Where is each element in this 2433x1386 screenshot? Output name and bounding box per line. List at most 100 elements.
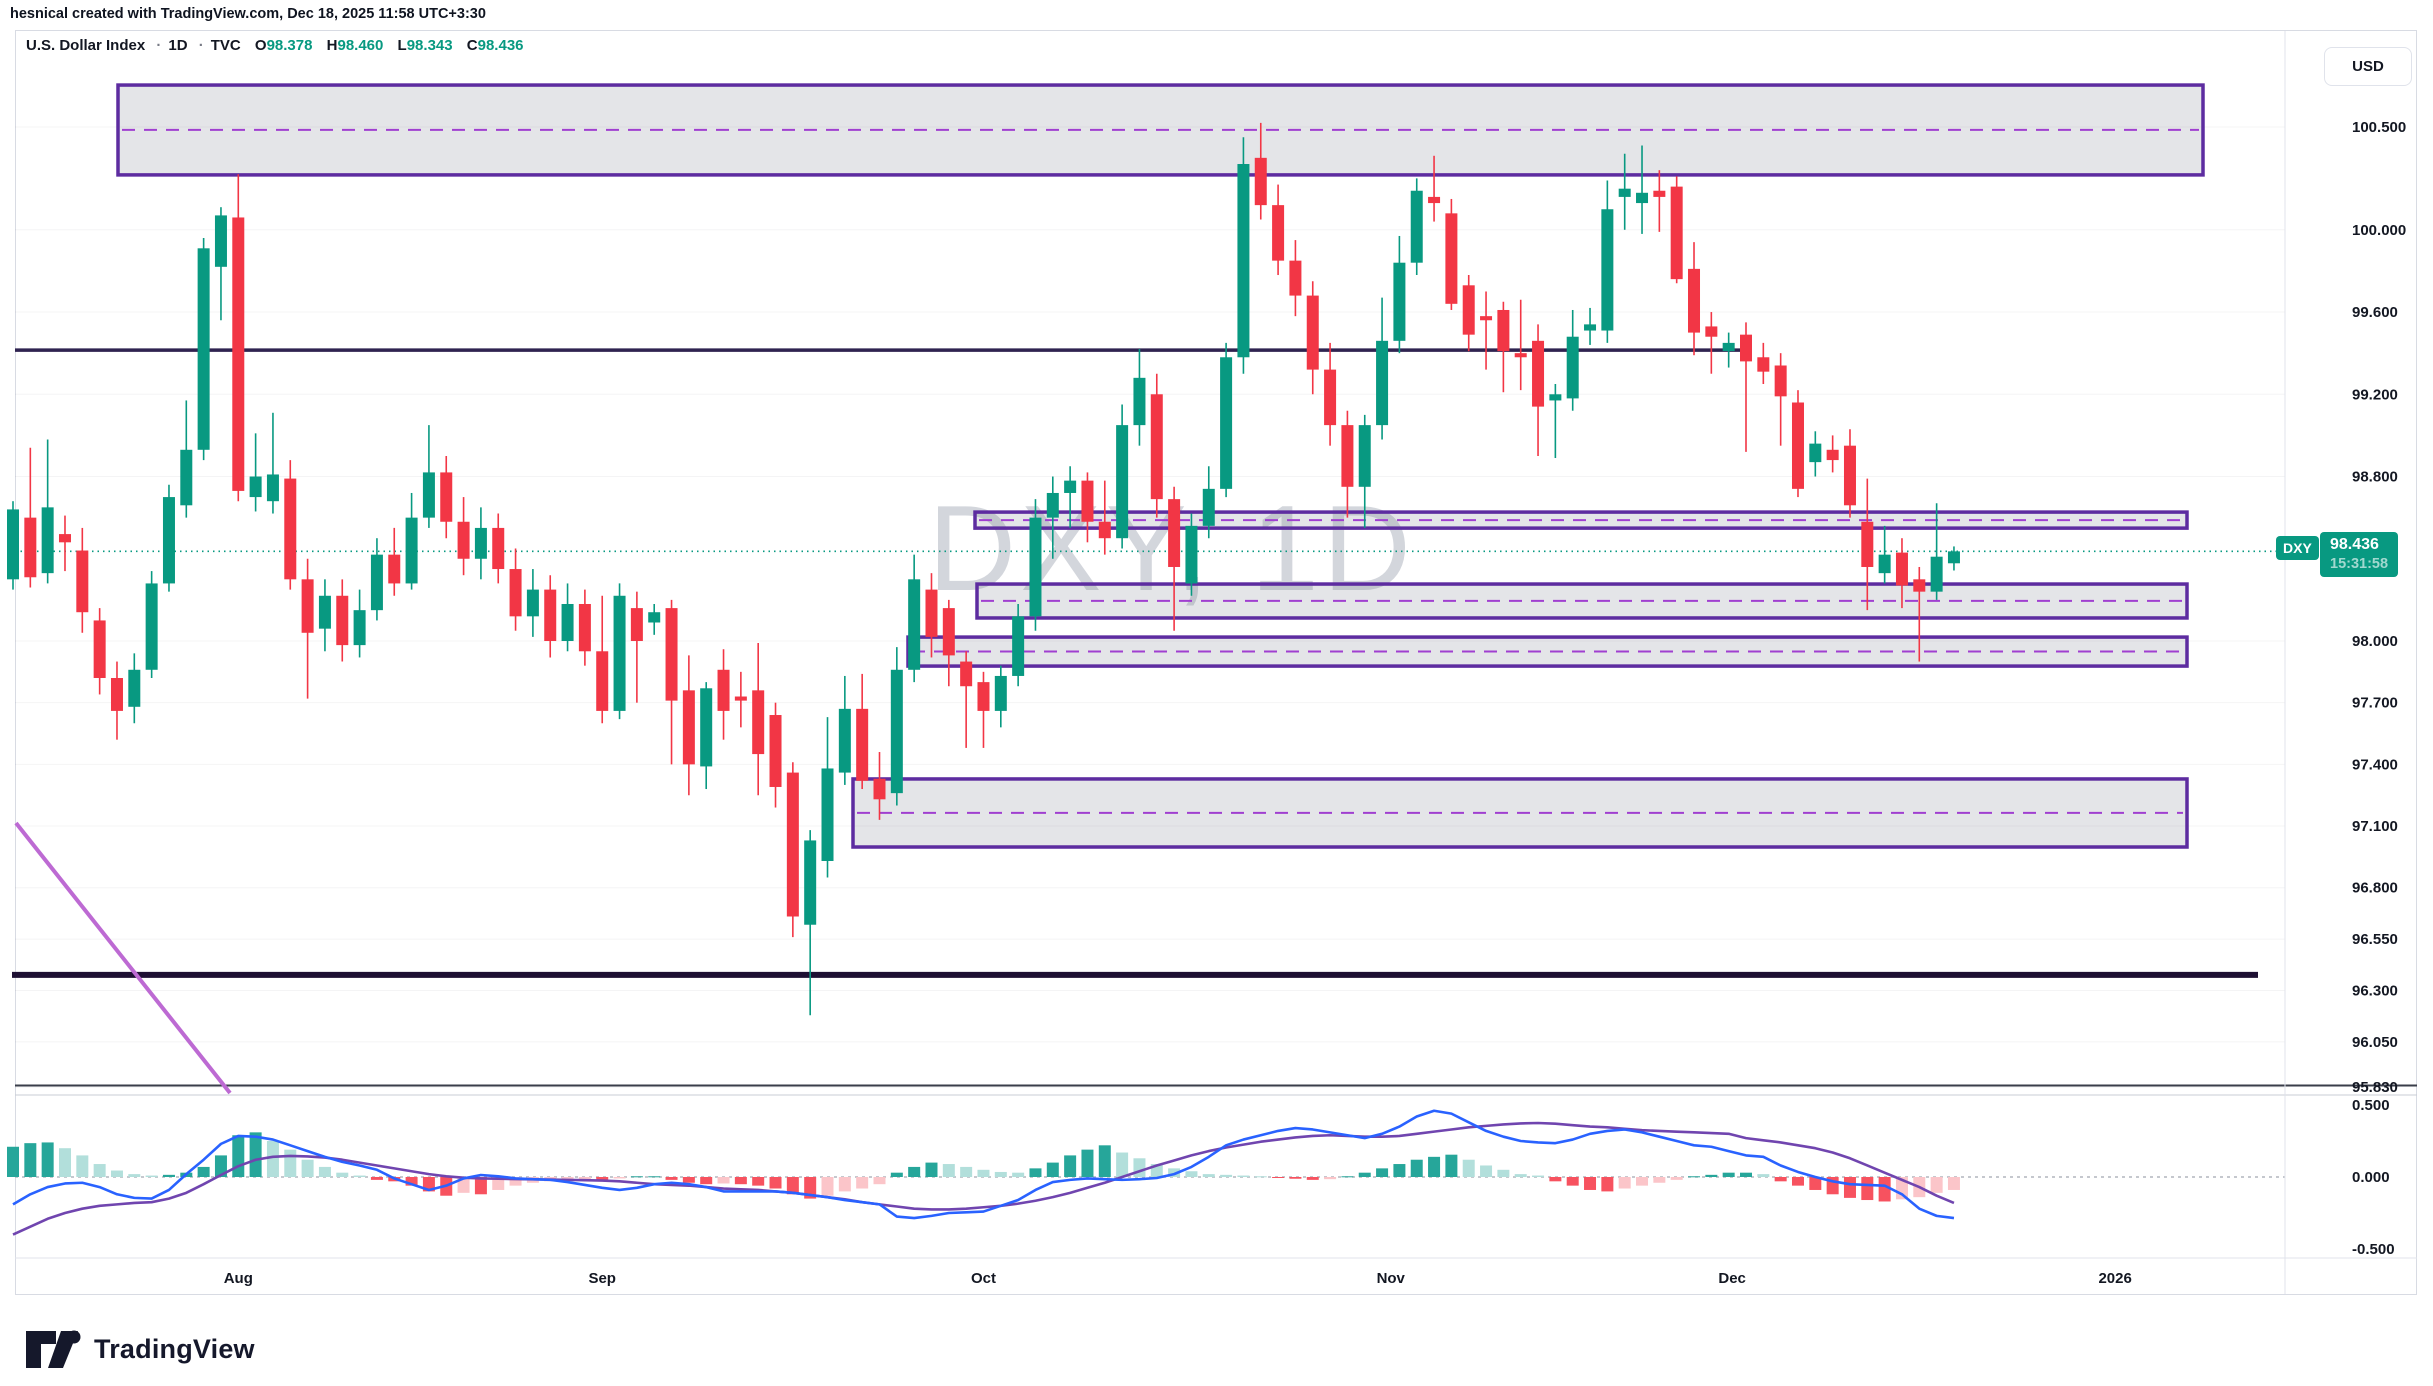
- candle-body[interactable]: [7, 509, 19, 580]
- macd-histogram-bar[interactable]: [1740, 1172, 1752, 1177]
- candle-body[interactable]: [1341, 425, 1354, 487]
- candle-body[interactable]: [1497, 309, 1510, 352]
- candle-body[interactable]: [1688, 268, 1701, 333]
- last-price-badge[interactable]: 98.436 15:31:58: [2320, 532, 2399, 577]
- candle-body[interactable]: [1272, 205, 1285, 261]
- macd-histogram-bar[interactable]: [804, 1177, 817, 1199]
- price-axis-label[interactable]: 97.700: [2352, 695, 2398, 712]
- candle-body[interactable]: [474, 527, 487, 559]
- candle-body[interactable]: [821, 768, 834, 861]
- macd-histogram-bar[interactable]: [994, 1171, 1007, 1177]
- candle-body[interactable]: [336, 595, 349, 646]
- candle-body[interactable]: [249, 476, 262, 498]
- macd-histogram-bar[interactable]: [301, 1159, 314, 1177]
- macd-histogram-bar[interactable]: [648, 1176, 661, 1178]
- macd-histogram-bar[interactable]: [266, 1141, 279, 1177]
- candle-body[interactable]: [1098, 521, 1111, 539]
- candle-body[interactable]: [1410, 190, 1423, 263]
- candle-body[interactable]: [58, 534, 71, 543]
- candle-body[interactable]: [665, 608, 678, 701]
- candle-body[interactable]: [232, 217, 245, 491]
- candle-body[interactable]: [1843, 445, 1856, 506]
- last-price-symbol-badge[interactable]: DXY: [2276, 536, 2319, 560]
- candle-body[interactable]: [1774, 365, 1787, 397]
- candle-body[interactable]: [1220, 357, 1233, 489]
- candle-body[interactable]: [1791, 402, 1804, 489]
- macd-histogram-bar[interactable]: [1081, 1149, 1094, 1177]
- candle-body[interactable]: [1826, 449, 1839, 461]
- macd-histogram-bar[interactable]: [1220, 1174, 1233, 1177]
- indicator-axis-label[interactable]: 0.000: [2352, 1169, 2390, 1186]
- candle-body[interactable]: [1202, 488, 1215, 526]
- macd-histogram-bar[interactable]: [492, 1177, 505, 1190]
- candle-body[interactable]: [93, 620, 106, 679]
- macd-histogram-bar[interactable]: [370, 1177, 383, 1180]
- macd-histogram-bar[interactable]: [1878, 1177, 1891, 1202]
- macd-histogram-bar[interactable]: [1566, 1177, 1579, 1186]
- symbol-name[interactable]: U.S. Dollar Index: [26, 37, 146, 54]
- macd-histogram-bar[interactable]: [1688, 1176, 1701, 1178]
- candle-body[interactable]: [1046, 492, 1059, 518]
- candle-body[interactable]: [1289, 260, 1302, 296]
- candle-body[interactable]: [682, 690, 695, 765]
- price-axis-label[interactable]: 96.550: [2352, 931, 2398, 948]
- candle-body[interactable]: [405, 517, 418, 584]
- candle-body[interactable]: [318, 595, 331, 629]
- candle-body[interactable]: [908, 579, 921, 670]
- macd-histogram-bar[interactable]: [1046, 1162, 1059, 1177]
- macd-histogram-bar[interactable]: [474, 1177, 487, 1195]
- candle-body[interactable]: [1514, 353, 1527, 358]
- candle-body[interactable]: [1636, 192, 1649, 204]
- macd-histogram-bar[interactable]: [145, 1175, 158, 1177]
- macd-histogram-bar[interactable]: [509, 1177, 522, 1186]
- indicator-axis-label[interactable]: 0.500: [2352, 1097, 2390, 1114]
- candle-body[interactable]: [561, 603, 574, 641]
- candle-body[interactable]: [786, 772, 799, 917]
- candle-body[interactable]: [769, 715, 782, 787]
- price-axis-label[interactable]: 97.100: [2352, 818, 2398, 835]
- candle-body[interactable]: [353, 610, 366, 646]
- macd-histogram-bar[interactable]: [960, 1166, 973, 1177]
- exchange-label[interactable]: TVC: [210, 37, 241, 54]
- candle-body[interactable]: [856, 708, 869, 781]
- macd-histogram-bar[interactable]: [1428, 1156, 1441, 1177]
- candle-body[interactable]: [162, 497, 175, 584]
- macd-histogram-bar[interactable]: [405, 1177, 418, 1186]
- candle-body[interactable]: [734, 696, 747, 701]
- macd-histogram-bar[interactable]: [1670, 1177, 1683, 1180]
- candle-body[interactable]: [1064, 480, 1077, 493]
- candle-body[interactable]: [1185, 525, 1198, 584]
- candle-body[interactable]: [301, 579, 314, 633]
- macd-histogram-bar[interactable]: [1774, 1177, 1787, 1182]
- trendline[interactable]: [14, 821, 232, 1095]
- macd-histogram-bar[interactable]: [1791, 1177, 1804, 1186]
- candle-body[interactable]: [977, 682, 990, 711]
- candle-body[interactable]: [700, 688, 713, 767]
- macd-histogram-bar[interactable]: [76, 1155, 89, 1177]
- macd-histogram-bar[interactable]: [1722, 1172, 1735, 1177]
- macd-histogram-bar[interactable]: [1185, 1171, 1198, 1177]
- macd-histogram-bar[interactable]: [1289, 1177, 1302, 1179]
- macd-histogram-bar[interactable]: [1757, 1174, 1770, 1177]
- price-axis-label[interactable]: 96.800: [2352, 880, 2398, 897]
- macd-histogram-bar[interactable]: [162, 1174, 175, 1177]
- price-axis-label[interactable]: 99.600: [2352, 304, 2398, 321]
- macd-histogram-bar[interactable]: [1029, 1168, 1042, 1177]
- candle-body[interactable]: [180, 449, 193, 506]
- candle-body[interactable]: [752, 690, 765, 755]
- interval-label[interactable]: 1D: [168, 37, 188, 54]
- candle-body[interactable]: [214, 215, 227, 267]
- macd-histogram-bar[interactable]: [318, 1166, 331, 1177]
- candle-body[interactable]: [1549, 394, 1562, 401]
- symbol-legend[interactable]: U.S. Dollar Index · 1D · TVC O98.378 H98.4…: [26, 37, 524, 54]
- candle-body[interactable]: [1895, 552, 1908, 586]
- price-axis-label[interactable]: 100.000: [2352, 222, 2406, 239]
- macd-histogram-bar[interactable]: [7, 1146, 19, 1177]
- candle-body[interactable]: [440, 472, 453, 522]
- candle-body[interactable]: [1358, 425, 1371, 487]
- candle-body[interactable]: [197, 248, 210, 450]
- macd-histogram-bar[interactable]: [197, 1166, 210, 1177]
- candle-body[interactable]: [1393, 262, 1406, 341]
- candle-body[interactable]: [1480, 316, 1493, 321]
